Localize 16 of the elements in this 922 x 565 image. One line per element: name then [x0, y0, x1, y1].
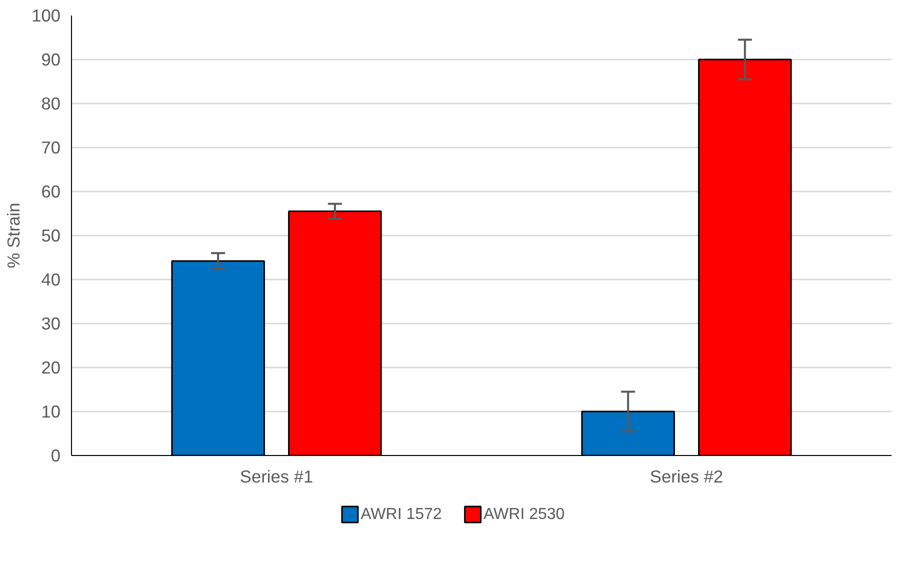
y-tick-label: 50	[41, 226, 61, 246]
y-tick-label: 90	[41, 50, 61, 70]
y-tick-label: 0	[50, 446, 61, 466]
y-tick-label: 10	[41, 402, 61, 422]
y-axis-title: % Strain	[4, 202, 24, 268]
x-tick-label: Series #1	[240, 466, 314, 486]
y-tick-label: 20	[41, 358, 61, 378]
legend-label: AWRI 1572	[360, 506, 442, 523]
x-tick-label: Series #2	[650, 466, 724, 486]
y-tick-label: 30	[41, 314, 61, 334]
legend-label: AWRI 2530	[483, 506, 565, 523]
y-tick-label: 40	[41, 270, 61, 290]
y-tick-label: 70	[41, 138, 61, 158]
y-tick-label: 60	[41, 182, 61, 202]
y-tick-label: 80	[41, 94, 61, 114]
y-tick-label: 100	[32, 6, 61, 26]
